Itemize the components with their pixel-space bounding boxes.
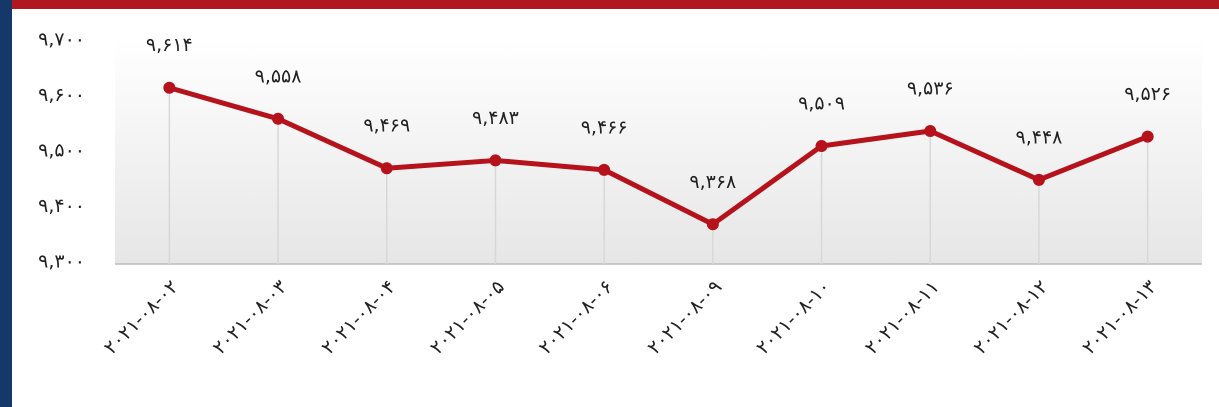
point [489,154,502,167]
line [168,85,1149,227]
data-label: ۹,۳۶۸ [689,171,736,193]
y-tick-label: ۹,۷۰۰ [38,29,85,51]
point [163,81,176,94]
point [1141,130,1154,143]
point [815,140,828,153]
top-bar [0,0,1219,9]
data-label: ۹,۴۶۶ [581,116,628,138]
point [380,162,393,175]
data-label: ۹,۵۲۶ [1124,83,1171,105]
point [924,125,937,138]
data-label: ۹,۴۶۹ [363,115,410,137]
y-tick-label: ۹,۵۰۰ [38,140,85,162]
data-label: ۹,۴۸۳ [472,107,519,129]
data-label: ۹,۴۴۸ [1016,126,1063,148]
point [272,112,285,125]
point [1032,173,1045,186]
left-bar [0,0,12,407]
plot-area [115,40,1202,264]
data-label: ۹,۶۱۴ [146,34,193,56]
point [598,163,611,176]
y-tick-label: ۹,۴۰۰ [38,195,85,217]
y-tick-label: ۹,۶۰۰ [38,84,85,106]
data-label: ۹,۵۰۹ [798,93,845,115]
y-tick-label: ۹,۳۰۰ [38,251,85,273]
point [706,218,719,231]
data-label: ۹,۵۵۸ [255,65,302,87]
data-label: ۹,۵۳۶ [907,78,954,100]
